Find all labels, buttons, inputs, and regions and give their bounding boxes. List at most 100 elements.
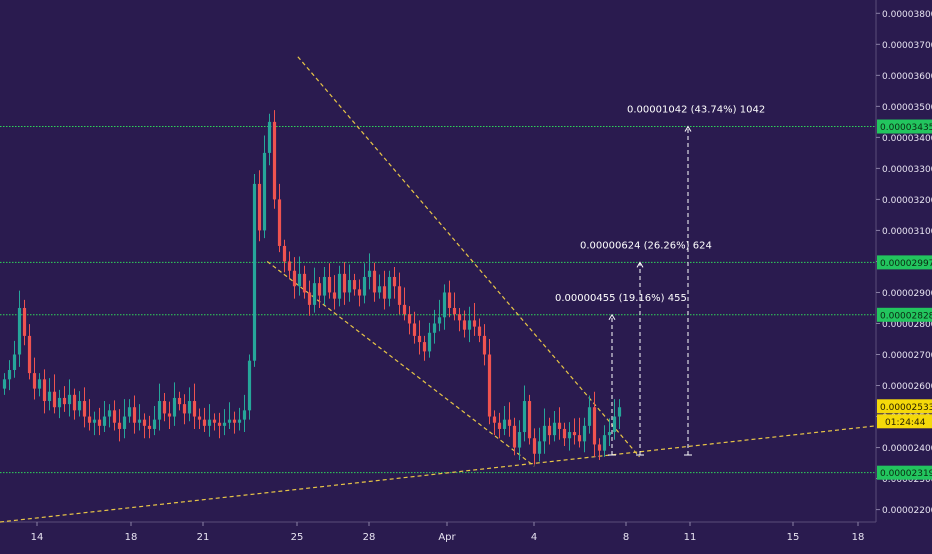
candle-body[interactable] — [267, 121, 272, 153]
candle-body[interactable] — [302, 273, 307, 293]
candle-body[interactable] — [607, 432, 612, 436]
candle-body[interactable] — [392, 276, 397, 287]
candle-body[interactable] — [2, 379, 7, 389]
candle-body[interactable] — [467, 320, 472, 330]
candle-body[interactable] — [327, 276, 332, 293]
candle-body[interactable] — [72, 394, 77, 411]
candle-body[interactable] — [307, 292, 312, 305]
candle-body[interactable] — [232, 419, 237, 423]
candle-body[interactable] — [597, 444, 602, 451]
candle-body[interactable] — [442, 292, 447, 318]
candle-body[interactable] — [387, 276, 392, 299]
candle-body[interactable] — [217, 422, 222, 426]
candle-body[interactable] — [257, 183, 262, 231]
candle-body[interactable] — [372, 270, 377, 293]
candle-body[interactable] — [227, 419, 232, 423]
candle-body[interactable] — [497, 422, 502, 429]
candle-body[interactable] — [262, 152, 267, 231]
candle-body[interactable] — [187, 401, 192, 414]
candle-body[interactable] — [592, 407, 597, 445]
candle-body[interactable] — [127, 407, 132, 417]
candle-body[interactable] — [77, 401, 82, 411]
candle-body[interactable] — [522, 401, 527, 433]
candle-body[interactable] — [617, 407, 622, 417]
candle-body[interactable] — [22, 307, 27, 336]
candle-body[interactable] — [552, 422, 557, 436]
candle-body[interactable] — [337, 273, 342, 299]
candle-body[interactable] — [462, 320, 467, 330]
candle-body[interactable] — [317, 283, 322, 296]
candle-body[interactable] — [407, 314, 412, 324]
candle-body[interactable] — [142, 419, 147, 426]
candle-body[interactable] — [182, 404, 187, 414]
candle-body[interactable] — [27, 335, 32, 374]
candle-body[interactable] — [147, 425, 152, 429]
candle-body[interactable] — [572, 432, 577, 436]
candle-body[interactable] — [332, 292, 337, 299]
candle-body[interactable] — [447, 292, 452, 308]
candle-body[interactable] — [457, 314, 462, 321]
candle-body[interactable] — [412, 323, 417, 336]
candle-body[interactable] — [367, 270, 372, 277]
candle-body[interactable] — [437, 317, 442, 324]
candle-body[interactable] — [482, 335, 487, 355]
candle-body[interactable] — [502, 419, 507, 429]
candle-body[interactable] — [32, 373, 37, 389]
candle-body[interactable] — [422, 342, 427, 352]
candle-body[interactable] — [542, 425, 547, 442]
candle-body[interactable] — [362, 276, 367, 296]
candle-body[interactable] — [547, 425, 552, 436]
candle-body[interactable] — [82, 401, 87, 417]
candle-body[interactable] — [67, 394, 72, 405]
candle-body[interactable] — [417, 335, 422, 343]
candle-body[interactable] — [107, 410, 112, 417]
candle-body[interactable] — [122, 416, 127, 429]
candle-body[interactable] — [452, 307, 457, 315]
candle-body[interactable] — [382, 286, 387, 299]
candle-body[interactable] — [92, 419, 97, 423]
candle-body[interactable] — [167, 413, 172, 417]
candle-body[interactable] — [12, 354, 17, 371]
candle-body[interactable] — [87, 416, 92, 423]
candle-body[interactable] — [177, 397, 182, 405]
candle-body[interactable] — [57, 397, 62, 408]
candle-body[interactable] — [172, 397, 177, 417]
candle-body[interactable] — [247, 360, 252, 411]
candle-body[interactable] — [42, 379, 47, 402]
candle-body[interactable] — [272, 121, 277, 200]
candle-body[interactable] — [102, 416, 107, 426]
candle-body[interactable] — [152, 419, 157, 429]
candle-body[interactable] — [532, 438, 537, 454]
candle-body[interactable] — [582, 425, 587, 442]
candle-body[interactable] — [557, 422, 562, 429]
candle-body[interactable] — [562, 428, 567, 439]
candle-body[interactable] — [192, 401, 197, 417]
candle-body[interactable] — [527, 401, 532, 439]
candle-body[interactable] — [17, 307, 22, 355]
candle-body[interactable] — [492, 416, 497, 423]
candle-body[interactable] — [312, 283, 317, 305]
candle-body[interactable] — [97, 419, 102, 426]
candle-body[interactable] — [292, 270, 297, 287]
candle-body[interactable] — [297, 273, 302, 287]
candle-body[interactable] — [402, 304, 407, 315]
candle-body[interactable] — [472, 320, 477, 327]
candle-body[interactable] — [612, 416, 617, 433]
candle-body[interactable] — [222, 422, 227, 426]
candle-body[interactable] — [322, 276, 327, 296]
candle-body[interactable] — [577, 435, 582, 442]
candle-body[interactable] — [277, 199, 282, 246]
candle-body[interactable] — [537, 441, 542, 454]
candle-body[interactable] — [162, 401, 167, 414]
candle-body[interactable] — [512, 425, 517, 448]
candle-body[interactable] — [287, 261, 292, 271]
candle-body[interactable] — [37, 379, 42, 389]
candle-body[interactable] — [587, 407, 592, 426]
candle-body[interactable] — [47, 391, 52, 402]
candle-body[interactable] — [197, 416, 202, 420]
candle-body[interactable] — [342, 273, 347, 293]
candle-body[interactable] — [397, 286, 402, 305]
candle-body[interactable] — [7, 370, 12, 380]
